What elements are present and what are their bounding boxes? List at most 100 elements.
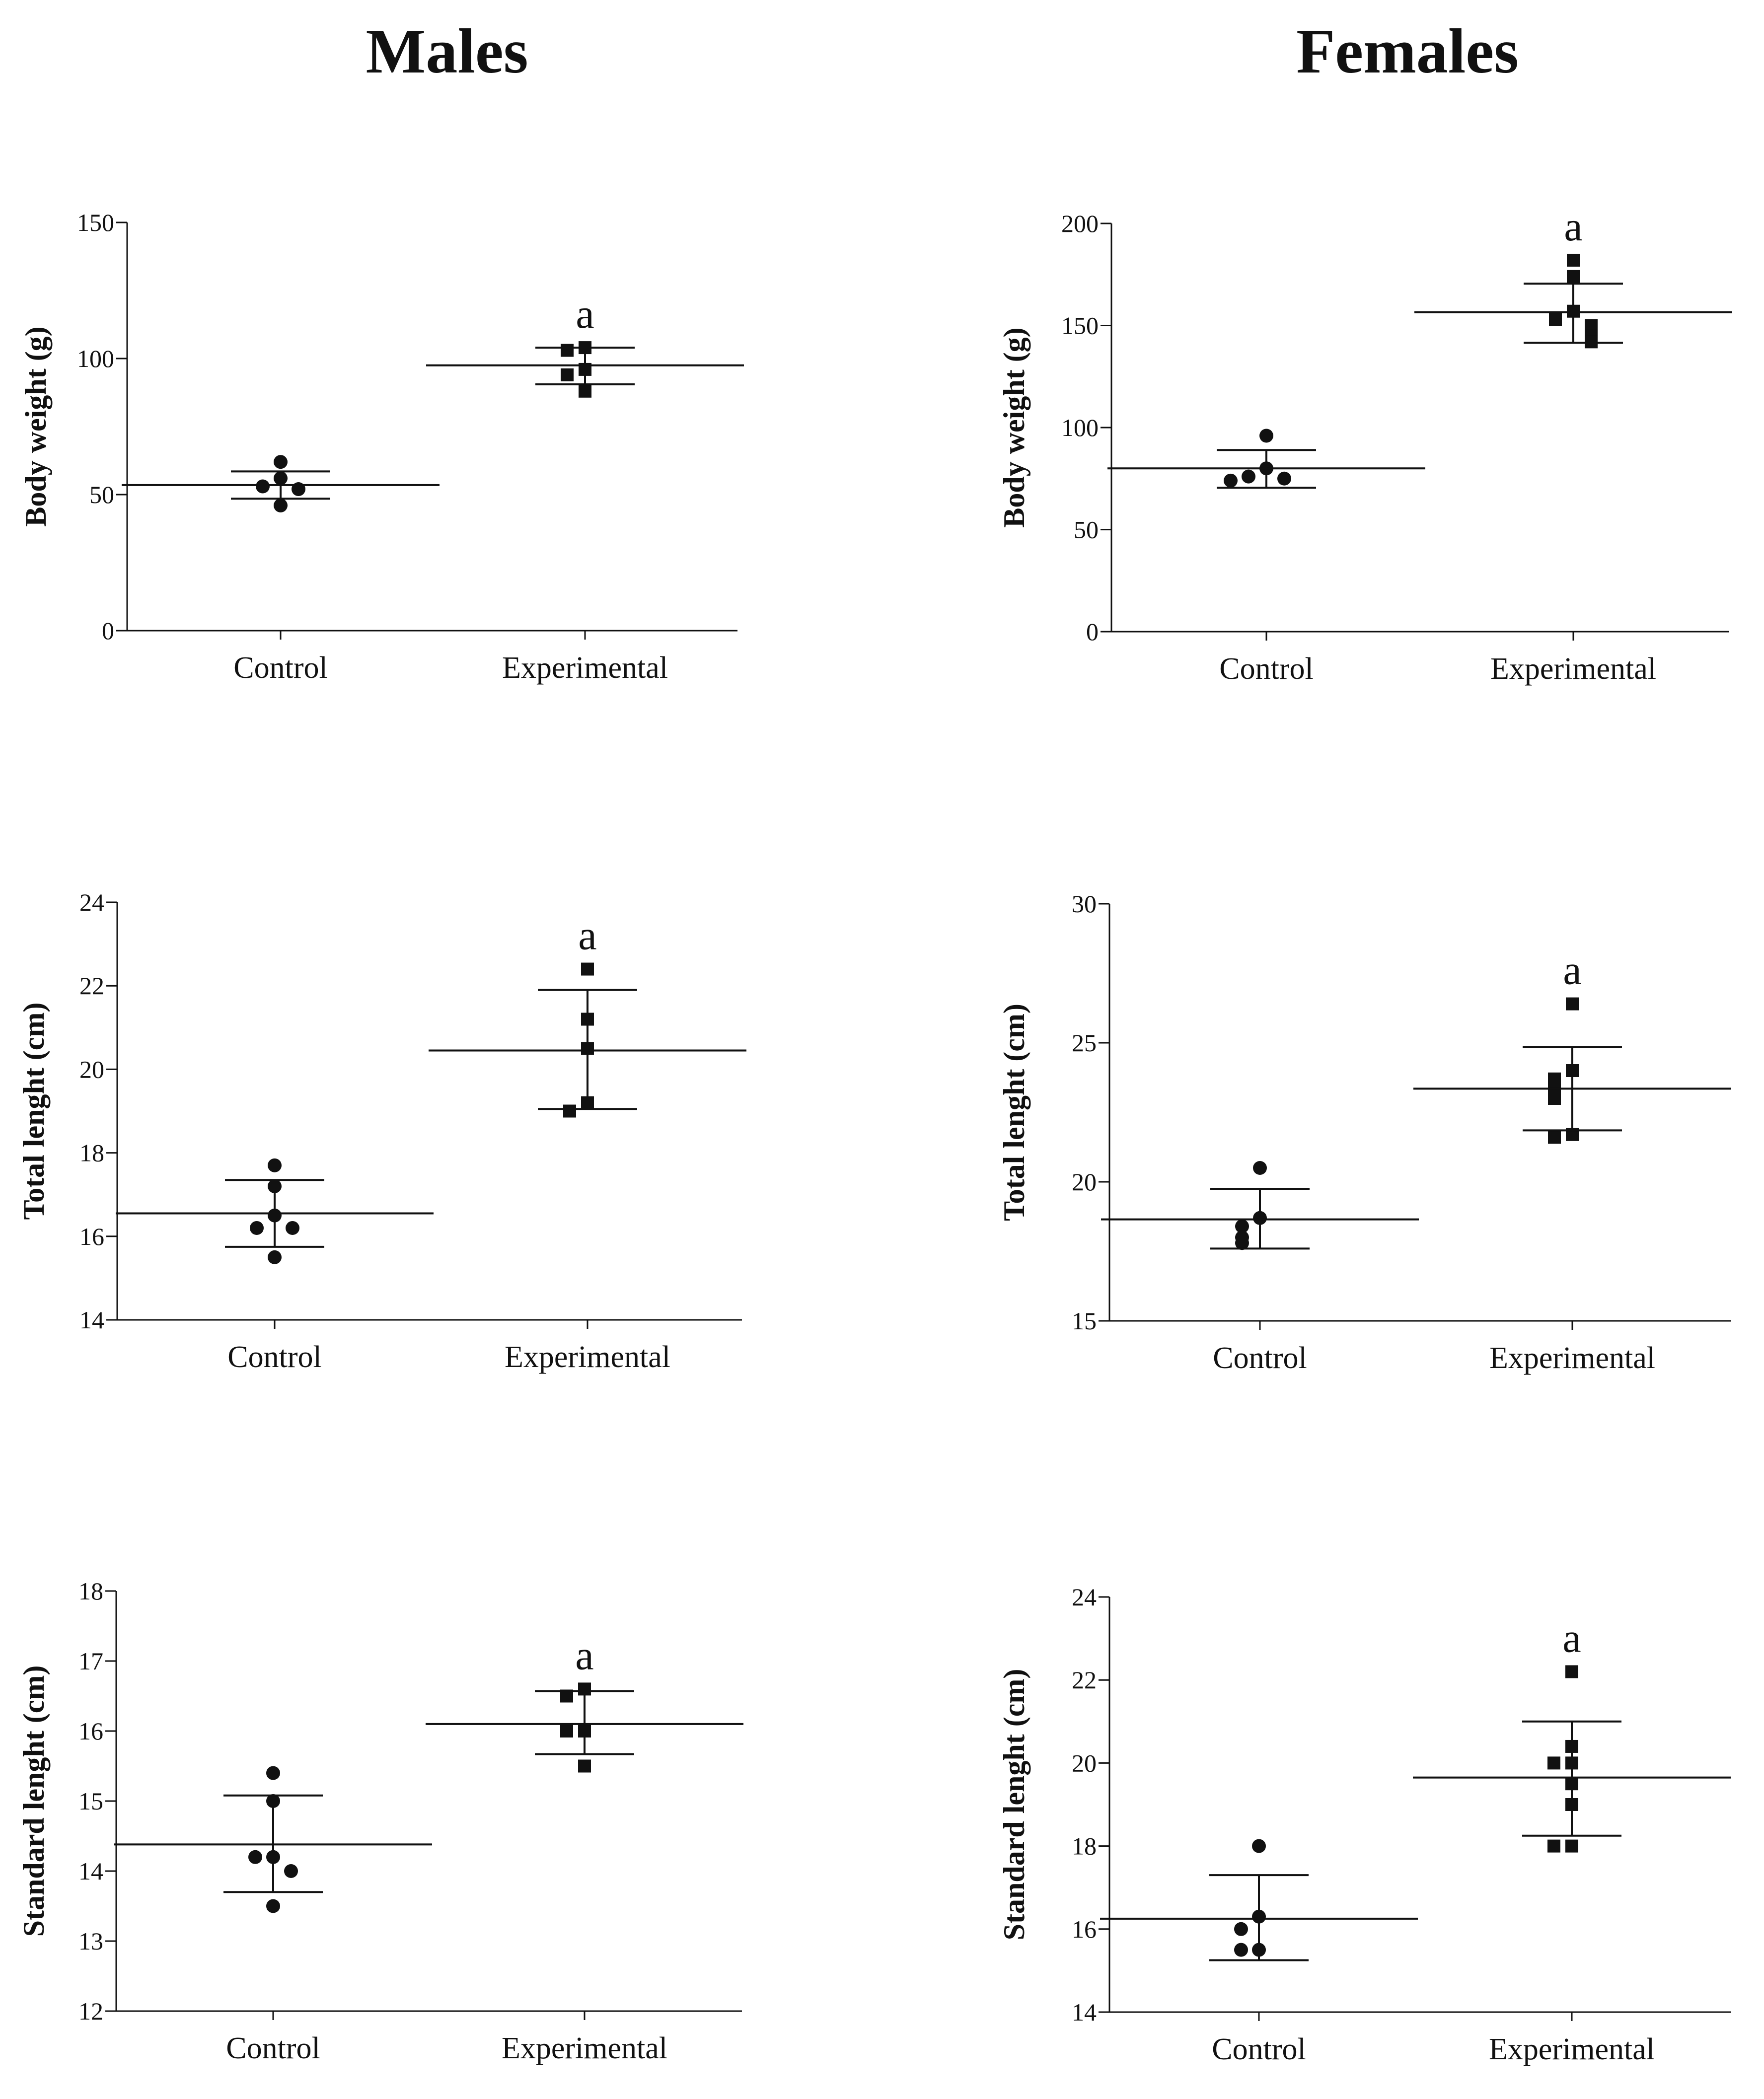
chart-males-standard-length: 12 13 14 15 16 17 18 Standard lenght (cm) Contro…: [17, 1577, 743, 2065]
x-tick-label-control: Control: [1213, 1341, 1307, 1375]
data-point: [561, 368, 574, 381]
data-point: [1242, 469, 1255, 484]
data-point: [1252, 1839, 1266, 1853]
data-point: [1277, 471, 1291, 486]
data-point: [1235, 1219, 1249, 1233]
x-tick-label-experimental: Experimental: [502, 2031, 667, 2065]
x-tick-label-experimental: Experimental: [502, 651, 668, 685]
series-control: [1107, 429, 1425, 489]
y-tick-label: 17: [78, 1647, 103, 1675]
y-tick-label: 18: [78, 1577, 103, 1605]
data-point: [274, 498, 288, 512]
x-tick-label-experimental: Experimental: [1489, 1341, 1655, 1375]
data-point: [1253, 1161, 1267, 1175]
chart-females-total-length: 15 20 25 30 Total lenght (cm) Control Experime…: [998, 890, 1731, 1375]
y-tick-label: 200: [1061, 210, 1099, 237]
data-point: [1548, 1131, 1561, 1144]
data-point: [1567, 253, 1580, 267]
data-point: [274, 455, 288, 469]
y-tick-label: 15: [78, 1787, 103, 1815]
series-control: [1100, 1839, 1418, 1961]
y-axis-label: Body weight (g): [998, 327, 1030, 527]
data-point: [560, 1725, 573, 1737]
data-point: [563, 1104, 576, 1118]
series-experimental: [1413, 997, 1731, 1144]
y-axis-label: Total lenght (cm): [998, 1004, 1030, 1221]
y-tick-label: 25: [1072, 1029, 1097, 1057]
y-tick-label: 16: [78, 1717, 103, 1745]
data-point: [1585, 335, 1598, 349]
x-tick-label-experimental: Experimental: [1489, 2032, 1655, 2066]
series-control: [1101, 1161, 1419, 1250]
y-tick-label: 12: [78, 1997, 103, 2025]
significance-letter: a: [578, 913, 596, 959]
series-experimental: [429, 962, 746, 1118]
y-axis-label: Body weight (g): [19, 326, 52, 526]
y-tick-label: 22: [79, 972, 104, 1000]
y-tick-label: 100: [77, 345, 114, 372]
chart-females-body-weight: 0 50 100 150 200 Body weight (g) Control Experi…: [998, 204, 1732, 686]
data-point: [1547, 1839, 1560, 1853]
data-point: [268, 1158, 282, 1172]
data-point: [1549, 313, 1562, 326]
column-title-females: Females: [1296, 16, 1519, 86]
y-tick-label: 150: [1061, 312, 1099, 340]
data-point: [1566, 997, 1579, 1011]
significance-letter: a: [1562, 1615, 1581, 1661]
data-point: [1235, 1236, 1249, 1250]
data-point: [250, 1221, 264, 1235]
data-point: [578, 1759, 591, 1773]
column-title-males: Males: [366, 16, 528, 86]
data-point: [1567, 270, 1580, 283]
data-point: [1565, 1665, 1578, 1678]
y-tick-label: 20: [1072, 1749, 1097, 1777]
significance-letter: a: [1564, 204, 1582, 250]
series-control: [122, 455, 440, 512]
series-experimental: [426, 1682, 743, 1773]
chart-females-standard-length: 14 16 18 20 22 24 Standard lenght (cm) Control E…: [998, 1583, 1731, 2066]
data-point: [1547, 1756, 1560, 1770]
x-tick-label-experimental: Experimental: [505, 1340, 670, 1374]
y-tick-label: 24: [79, 888, 104, 916]
data-point: [1234, 1922, 1248, 1936]
data-point: [1224, 473, 1238, 488]
data-point: [266, 1899, 280, 1913]
data-point: [248, 1850, 262, 1864]
x-tick-label-experimental: Experimental: [1490, 652, 1656, 686]
data-point: [579, 384, 591, 398]
data-point: [1234, 1943, 1248, 1957]
data-point: [1565, 1839, 1578, 1853]
x-tick-label-control: Control: [226, 2031, 320, 2065]
x-tick-label-control: Control: [1219, 652, 1313, 686]
significance-letter: a: [576, 291, 594, 337]
y-tick-label: 16: [79, 1223, 104, 1250]
data-point: [256, 479, 270, 494]
y-tick-label: 22: [1072, 1666, 1097, 1694]
data-point: [286, 1221, 299, 1235]
data-point: [561, 344, 574, 357]
data-point: [1548, 1072, 1561, 1086]
y-tick-label: 16: [1072, 1915, 1097, 1943]
y-tick-label: 0: [1086, 618, 1099, 646]
y-tick-label: 50: [89, 481, 114, 508]
y-tick-label: 20: [1072, 1168, 1097, 1196]
series-experimental: [426, 341, 744, 398]
significance-letter: a: [575, 1632, 593, 1678]
y-axis-label: Standard lenght (cm): [17, 1665, 50, 1937]
x-tick-label-control: Control: [227, 1340, 321, 1374]
y-tick-label: 20: [79, 1055, 104, 1083]
data-point: [1259, 429, 1273, 443]
y-tick-label: 30: [1072, 890, 1097, 918]
y-tick-label: 14: [79, 1306, 104, 1334]
significance-letter: a: [1563, 947, 1581, 994]
data-point: [1548, 1092, 1561, 1105]
y-tick-label: 14: [78, 1857, 103, 1885]
series-experimental: [1413, 1665, 1731, 1853]
data-point: [266, 1766, 280, 1780]
chart-males-total-length: 14 16 18 20 22 24 Total lenght (cm) Control Expe…: [17, 888, 746, 1374]
series-control: [116, 1158, 434, 1264]
y-axis-label: Total lenght (cm): [17, 1003, 50, 1220]
series-experimental: [1414, 253, 1732, 349]
y-tick-label: 14: [1072, 1998, 1097, 2026]
